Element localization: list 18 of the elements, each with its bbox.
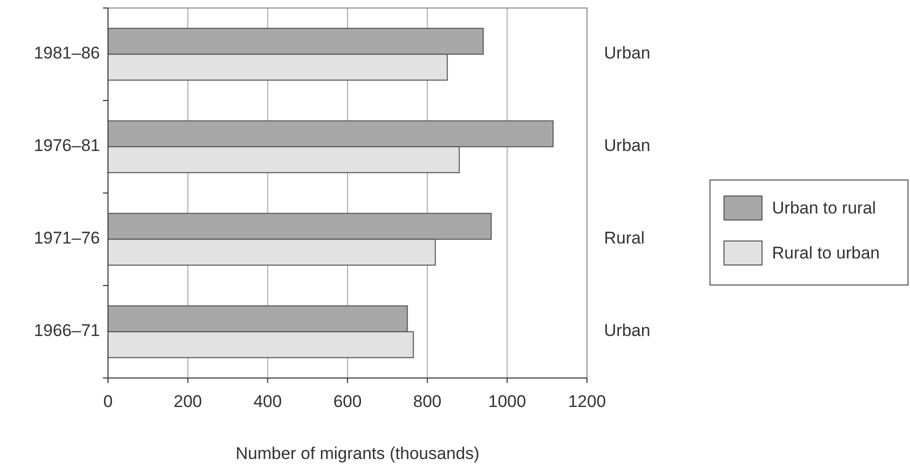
x-tick-label: 400	[253, 392, 282, 411]
x-tick-label: 200	[174, 392, 202, 411]
y-tick-label: 1971–76	[34, 228, 100, 248]
y-tick-label: 1981–86	[34, 44, 100, 63]
text: Urban	[604, 321, 650, 340]
x-tick-label: 0	[103, 392, 113, 411]
legend-label: Urban to rural	[772, 198, 876, 218]
text: Urban	[604, 136, 650, 156]
legend-label: Rural to urban	[772, 243, 880, 262]
y-tick-label: 1966–71	[34, 321, 100, 340]
text: Urban	[604, 44, 650, 63]
x-axis-title: Number of migrants (thousands)	[236, 444, 480, 463]
x-tick-label: 800	[413, 392, 442, 411]
text: Rural	[604, 228, 645, 248]
x-tick-label: 1200	[568, 392, 606, 411]
y-tick-label: 1976–81	[34, 136, 100, 156]
x-tick-label: 600	[333, 392, 362, 411]
x-tick-label: 1000	[488, 392, 526, 411]
